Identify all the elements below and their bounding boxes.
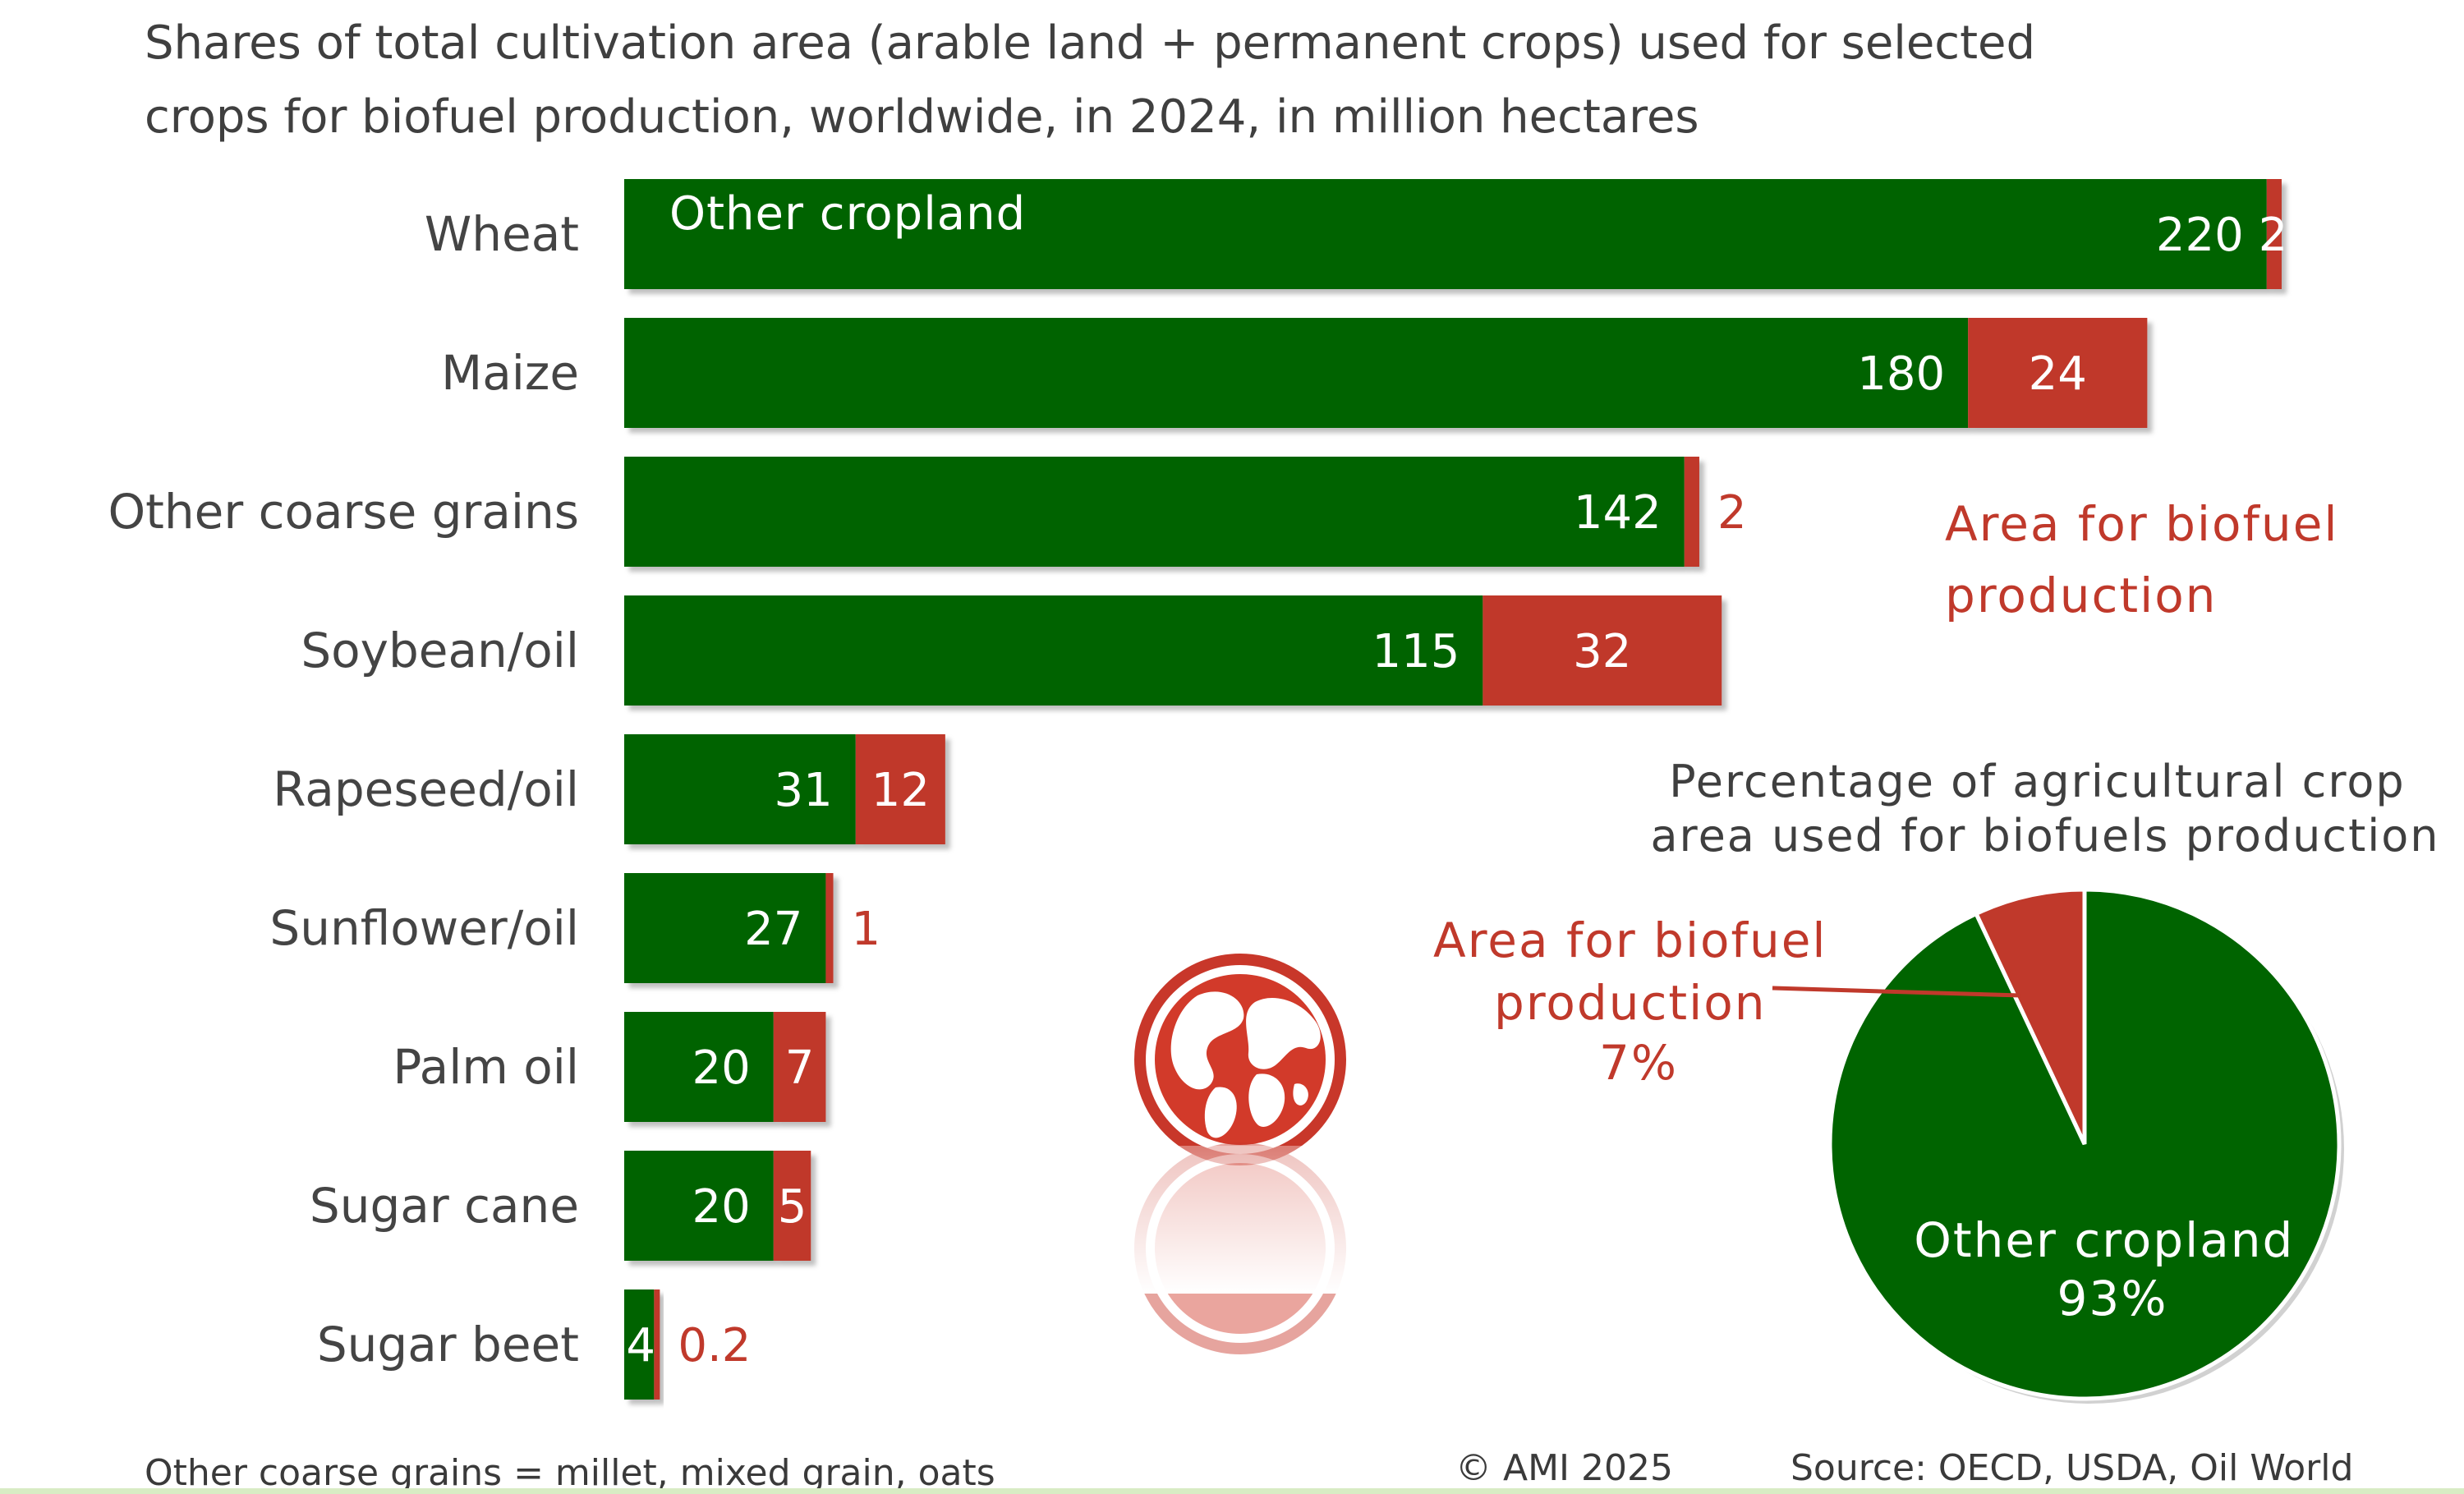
pie-label-other-name: Other cropland (1914, 1212, 2294, 1268)
value-other-rapeseed-oil: 31 (775, 764, 833, 817)
category-label-sugar-cane: Sugar cane (310, 1178, 579, 1234)
bottom-divider (0, 1488, 2464, 1494)
bar-biofuel-wheat (2266, 179, 2282, 289)
value-biofuel-wheat: 2 (2259, 209, 2288, 262)
category-label-sunflower-oil: Sunflower/oil (269, 900, 579, 956)
category-label-palm-oil: Palm oil (393, 1039, 579, 1095)
category-label-rapeseed-oil: Rapeseed/oil (273, 761, 579, 817)
bar-other-wheat (624, 179, 2267, 289)
bar-biofuel-rapeseed-oil (855, 734, 945, 844)
bar-other-sugar-beet (624, 1289, 655, 1400)
legend-other-cropland: Other cropland (669, 187, 1026, 241)
value-other-wheat: 220 (2156, 209, 2244, 262)
category-label-sugar-beet: Sugar beet (317, 1317, 579, 1372)
value-other-other-coarse-grains: 142 (1574, 486, 1662, 540)
value-biofuel-sugar-cane: 5 (778, 1180, 807, 1234)
bar-biofuel-soybean-oil (1483, 595, 1722, 706)
bar-biofuel-sugar-cane (773, 1151, 811, 1261)
pie-leader-line (1772, 986, 2021, 998)
value-other-palm-oil: 20 (692, 1041, 751, 1095)
value-biofuel-maize: 24 (2029, 347, 2087, 401)
category-label-maize: Maize (441, 345, 579, 401)
bar-other-sunflower-oil (624, 873, 826, 983)
bar-other-other-coarse-grains (624, 457, 1685, 567)
pie-label-biofuel-line1: Area for biofuel (1433, 912, 1827, 968)
category-label-soybean-oil: Soybean/oil (301, 623, 579, 678)
value-biofuel-sunflower-oil: 1 (852, 903, 881, 956)
bar-row-sunflower-oil: Sunflower/oil 27 1 (269, 873, 880, 983)
bar-row-rapeseed-oil: Rapeseed/oil 31 12 (273, 734, 945, 844)
bar-biofuel-maize (1968, 318, 2148, 428)
bar-biofuel-sunflower-oil (825, 873, 834, 983)
value-other-soybean-oil: 115 (1372, 625, 1460, 678)
value-biofuel-palm-oil: 7 (785, 1041, 815, 1095)
pie-label-biofuel-pct: 7% (1599, 1035, 1678, 1091)
legend-biofuel-line1: Area for biofuel (1945, 496, 2339, 552)
value-biofuel-rapeseed-oil: 12 (871, 764, 930, 817)
category-label-wheat: Wheat (425, 206, 579, 262)
bar-other-palm-oil (624, 1012, 774, 1122)
bar-biofuel-other-coarse-grains (1684, 457, 1699, 567)
bar-row-maize: Maize 180 24 (441, 318, 2148, 428)
bar-row-palm-oil: Palm oil 20 7 (393, 1012, 826, 1122)
pie-title-line1: Percentage of agricultural crop (1669, 756, 2406, 807)
copyright: © AMI 2025 (1455, 1447, 1673, 1489)
pie-slice-other-cropland (1827, 887, 2342, 1401)
bar-row-soybean-oil: Soybean/oil 115 32 (301, 595, 1722, 706)
pie-title-line2: area used for biofuels production (1650, 810, 2439, 862)
bar-row-other-coarse-grains: Other coarse grains 142 2 (108, 457, 1747, 567)
bar-other-rapeseed-oil (624, 734, 856, 844)
pie-chart (1827, 887, 2344, 1404)
bar-row-sugar-cane: Sugar cane 20 5 (310, 1151, 811, 1261)
value-biofuel-sugar-beet: 0.2 (678, 1319, 751, 1372)
source-credit: Source: OECD, USDA, Oil World (1791, 1447, 2354, 1489)
footnote: Other coarse grains = millet, mixed grai… (145, 1452, 995, 1494)
value-biofuel-soybean-oil: 32 (1573, 625, 1631, 678)
legend-biofuel-area: Area for biofuel production (1945, 496, 2356, 623)
category-label-other-coarse-grains: Other coarse grains (108, 484, 579, 540)
value-other-sunflower-oil: 27 (744, 903, 802, 956)
value-other-sugar-cane: 20 (692, 1180, 751, 1234)
value-other-sugar-beet: 4 (626, 1319, 655, 1372)
bar-biofuel-sugar-beet (654, 1289, 660, 1400)
value-other-maize: 180 (1857, 347, 1945, 401)
bar-biofuel-palm-oil (773, 1012, 826, 1122)
pie-label-biofuel-line2: production (1494, 975, 1766, 1031)
bar-other-maize (624, 318, 1969, 428)
pie-label-other: Other cropland 93% (1914, 1212, 2311, 1326)
bar-row-sugar-beet: Sugar beet 4 0.2 (317, 1289, 751, 1400)
bar-other-soybean-oil (624, 595, 1483, 706)
pie-slice-area-for-biofuel-production (1973, 887, 2087, 1146)
legend-biofuel-line2: production (1945, 568, 2217, 623)
bar-row-wheat: Wheat 220 2 (425, 179, 2288, 289)
globe-icon (1125, 954, 1355, 1354)
value-biofuel-other-coarse-grains: 2 (1717, 486, 1747, 540)
pie-title: Percentage of agricultural crop area use… (1650, 756, 2439, 862)
chart-title: Shares of total cultivation area (arable… (145, 16, 2036, 144)
pie-label-other-pct: 93% (2057, 1271, 2168, 1326)
pie-label-biofuel: Area for biofuel production 7% (1433, 912, 1844, 1091)
bar-other-sugar-cane (624, 1151, 774, 1261)
